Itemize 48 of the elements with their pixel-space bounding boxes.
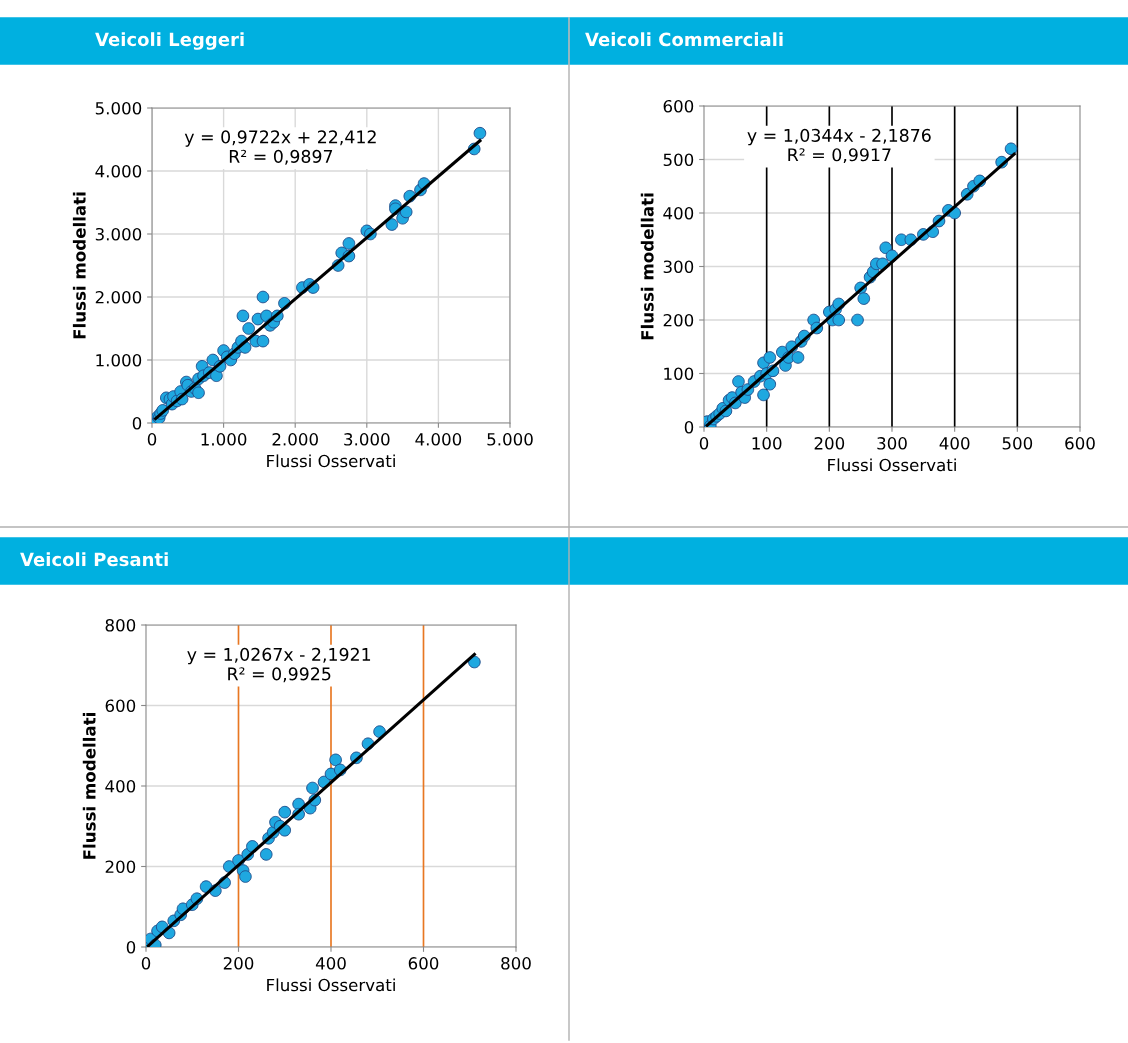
x-tick-label: 5.000 — [487, 433, 533, 446]
x-tick-label: 200 — [814, 437, 845, 450]
y-tick-label: 200 — [663, 313, 694, 327]
x-tick-label: 800 — [501, 957, 531, 970]
y-tick-label: 600 — [105, 699, 136, 713]
x-tick-label: 4.000 — [415, 433, 462, 446]
x-axis-title: Flussi Osservati — [828, 458, 956, 472]
y-tick-label: 1.000 — [96, 353, 142, 367]
x-tick-label: 100 — [752, 437, 782, 450]
y-tick-label: 4.000 — [95, 164, 142, 178]
x-tick-label: 0 — [141, 957, 151, 970]
y-tick-label: 0 — [126, 940, 136, 954]
y-axis-title: Flussi modellati — [82, 713, 96, 859]
x-axis-title: Flussi Osservati — [267, 978, 395, 992]
x-axis-title: Flussi Osservati — [267, 454, 395, 468]
y-axis-title: Flussi modellati — [72, 192, 86, 339]
x-tick-label: 400 — [939, 437, 970, 450]
y-tick-label: 0 — [132, 416, 142, 430]
x-tick-label: 1.000 — [201, 433, 247, 446]
x-tick-label: 300 — [877, 437, 907, 450]
y-tick-label: 3.000 — [95, 227, 142, 241]
y-tick-label: 100 — [664, 367, 694, 381]
annotation: y = 1,0267x - 2,1921 R² = 0,9925 — [187, 647, 371, 683]
x-tick-label: 0 — [699, 437, 709, 450]
annotation: y = 1,0344x - 2,1876 R² = 0,9917 — [747, 128, 931, 164]
x-tick-label: 400 — [315, 957, 346, 970]
x-tick-label: 3.000 — [344, 433, 390, 446]
y-tick-label: 300 — [663, 260, 694, 274]
y-tick-label: 2.000 — [95, 290, 142, 304]
chart-title: Veicoli Leggeri — [95, 32, 244, 50]
x-tick-label: 0 — [147, 433, 157, 446]
y-tick-label: 800 — [105, 618, 136, 632]
annotation: y = 0,9722x + 22,412 R² = 0,9897 — [184, 130, 376, 165]
y-tick-label: 0 — [684, 420, 694, 434]
y-tick-label: 500 — [663, 153, 694, 167]
x-tick-label: 600 — [408, 957, 439, 970]
y-tick-label: 400 — [105, 779, 136, 793]
y-tick-label: 5.000 — [95, 101, 142, 115]
chart-title: Veicoli Commerciali — [585, 32, 783, 47]
y-axis-title: Flussi modellati — [640, 193, 654, 340]
y-tick-label: 600 — [663, 99, 694, 113]
x-tick-label: 500 — [1002, 437, 1033, 450]
x-tick-label: 600 — [1065, 437, 1095, 450]
y-tick-label: 200 — [105, 860, 136, 874]
chart-title: Veicoli Pesanti — [20, 552, 168, 567]
y-tick-label: 400 — [663, 206, 694, 220]
x-tick-label: 2.000 — [272, 433, 318, 446]
x-tick-label: 200 — [223, 957, 254, 970]
